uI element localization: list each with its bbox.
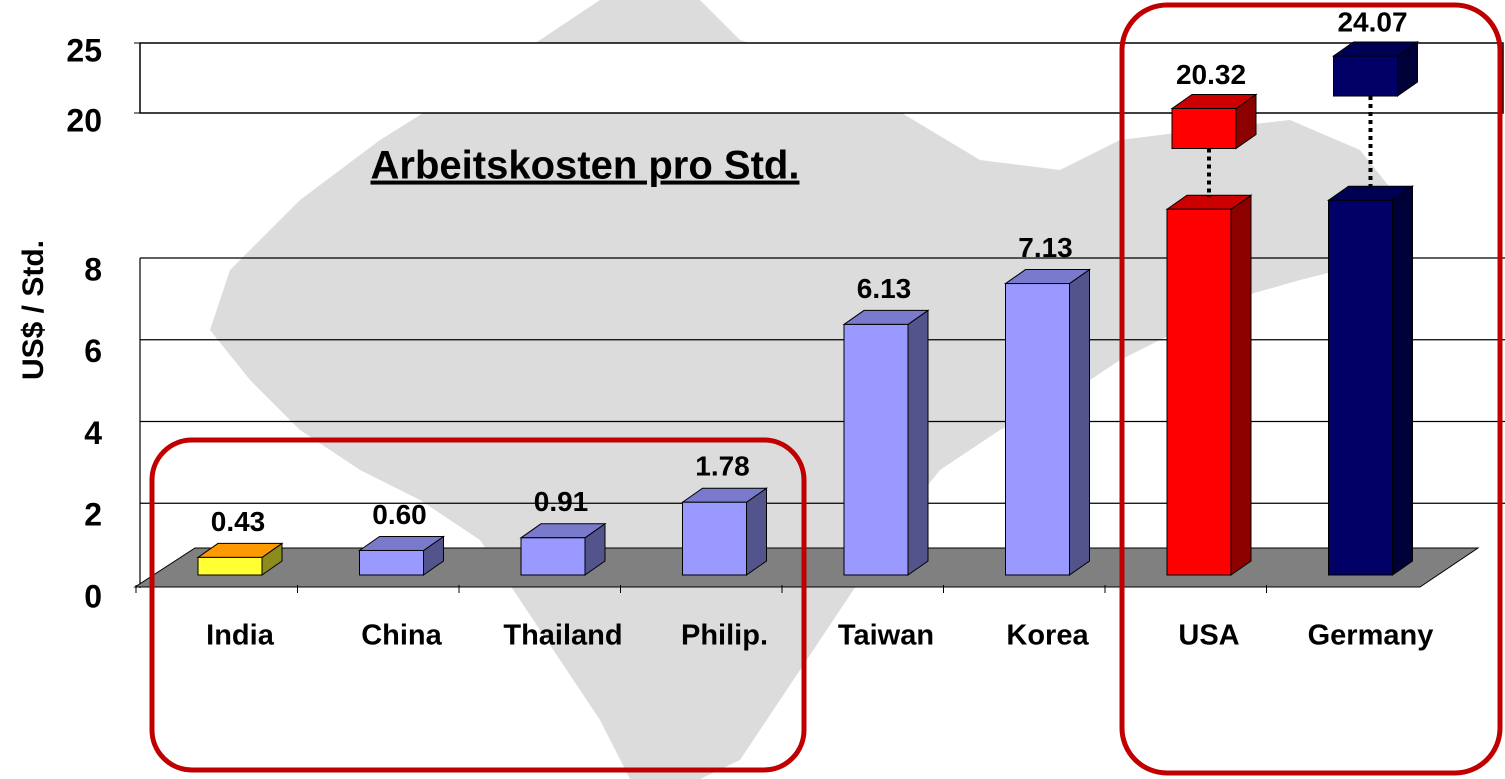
bar (1171, 108, 1237, 150)
value-label: 0.60 (372, 499, 427, 530)
value-label: 0.43 (211, 506, 266, 537)
y-tick-label: 0 (84, 578, 102, 614)
value-label: 24.07 (1337, 6, 1407, 37)
value-label: 6.13 (857, 273, 912, 304)
value-label: 20.32 (1176, 59, 1246, 90)
map-background (210, 0, 1400, 779)
bar (1166, 208, 1232, 576)
value-label: 1.78 (695, 451, 750, 482)
x-tick-label: China (361, 620, 442, 652)
value-label: 7.13 (1018, 232, 1073, 263)
bar (1005, 283, 1070, 576)
bar (520, 537, 586, 576)
y-tick-label: 8 (84, 251, 102, 287)
y-tick-label: 6 (84, 333, 102, 369)
bar (197, 556, 263, 576)
y-tick-label: 4 (84, 415, 102, 451)
highlight-box (1119, 2, 1503, 776)
bar (1328, 199, 1393, 576)
highlight-box (149, 437, 807, 773)
x-tick-label: Philip. (681, 620, 768, 652)
value-label: 0.91 (534, 486, 589, 517)
bar-side (746, 487, 767, 576)
chart-title: Arbeitskosten pro Std. (371, 144, 800, 188)
bar (359, 549, 424, 576)
x-tick-label: Germany (1308, 620, 1434, 652)
x-tick-label: USA (1178, 620, 1239, 652)
bar-side (1069, 268, 1090, 576)
y-tick-label: 2 (84, 497, 102, 533)
x-tick-label: India (206, 620, 275, 652)
y-axis-label: US$ / Std. (17, 240, 50, 380)
bar-side (1230, 194, 1252, 576)
x-tick-label: Taiwan (838, 620, 934, 652)
x-tick-label: Thailand (503, 620, 622, 652)
bar (843, 323, 909, 576)
x-tick-label: Korea (1006, 620, 1089, 652)
bar (682, 501, 747, 576)
y-tick-label: 25 (66, 32, 102, 68)
bar (1333, 55, 1398, 97)
upper-panel (139, 42, 1504, 114)
bar-side (907, 309, 929, 576)
y-tick-label: 20 (66, 102, 102, 138)
bar-side (1392, 185, 1413, 576)
